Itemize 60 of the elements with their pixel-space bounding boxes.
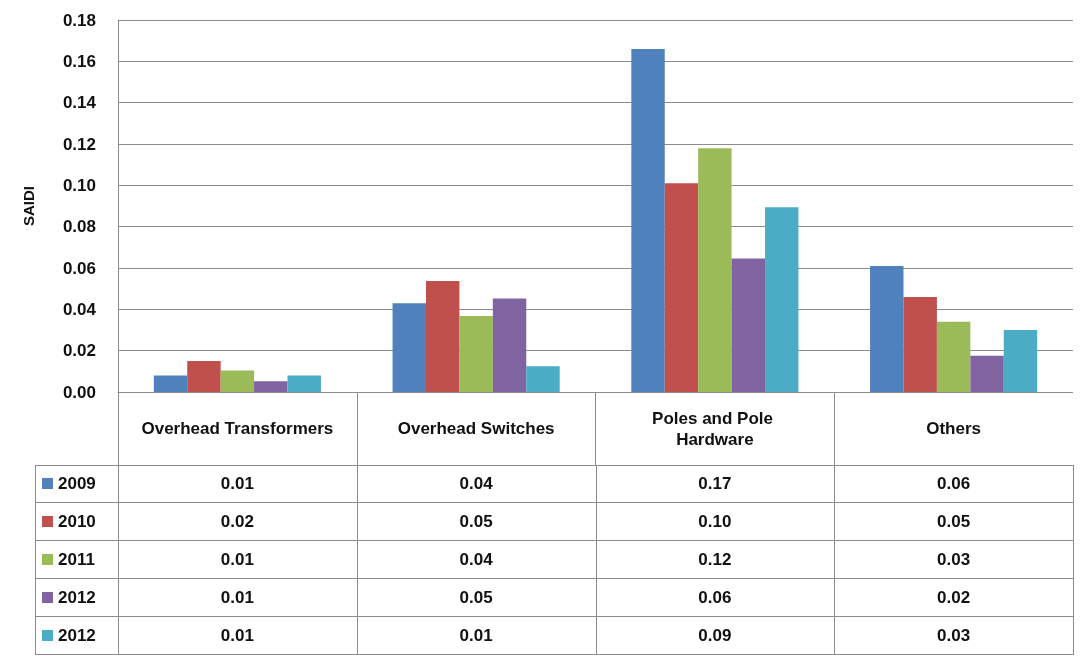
data-label: 0.05 (459, 587, 493, 608)
y-tick-label: 0.00 (62, 382, 96, 402)
legend-label: 2012 (58, 587, 96, 608)
bar (664, 183, 699, 392)
y-tick-label: 0.04 (62, 299, 97, 319)
bar (631, 48, 665, 392)
data-label: 0.03 (937, 549, 971, 570)
data-label: 0.05 (937, 511, 971, 532)
bar (526, 366, 560, 392)
data-label: 0.06 (698, 587, 732, 608)
legend-label: 2012 (58, 625, 96, 646)
bar (870, 265, 904, 392)
bar (936, 321, 971, 392)
data-label: 0.01 (220, 473, 254, 494)
data-label: 0.10 (698, 511, 732, 532)
bar (220, 370, 255, 392)
data-label: 0.05 (459, 511, 493, 532)
y-tick-label: 0.18 (62, 10, 96, 30)
bar (187, 361, 221, 392)
y-tick-label: 0.16 (62, 51, 96, 71)
bar (425, 281, 460, 392)
data-label: 0.02 (937, 587, 971, 608)
data-label: 0.01 (220, 625, 254, 646)
bar (731, 258, 766, 392)
y-axis-title: SAIDI (20, 185, 37, 227)
bar (254, 381, 288, 392)
data-label: 0.02 (220, 511, 254, 532)
x-tick-label: Others (926, 419, 982, 438)
data-label: 0.04 (459, 549, 493, 570)
data-label: 0.01 (220, 549, 254, 570)
legend-label: 2011 (58, 549, 95, 570)
x-tick-label: Overhead Transformers (141, 419, 334, 438)
data-label: 0.04 (459, 473, 493, 494)
y-tick-label: 0.02 (62, 341, 96, 361)
data-label: 0.03 (937, 625, 971, 646)
bar (287, 375, 321, 392)
bar (970, 355, 1004, 392)
data-label: 0.01 (220, 587, 254, 608)
data-label: 0.01 (459, 625, 493, 646)
data-label: 0.12 (698, 549, 732, 570)
y-tick-label: 0.10 (62, 175, 96, 195)
data-label: 0.09 (698, 625, 732, 646)
bar (492, 298, 527, 392)
bar (903, 296, 937, 392)
legend-label: 2010 (58, 511, 96, 532)
bar (392, 303, 426, 392)
bar (698, 148, 732, 392)
y-tick-label: 0.06 (62, 258, 96, 278)
y-tick-label: 0.12 (62, 134, 96, 154)
x-tick-label: Overhead Switches (397, 419, 555, 438)
data-label: 0.06 (937, 473, 971, 494)
bar (1003, 330, 1038, 392)
legend-label: 2009 (58, 473, 96, 494)
data-label: 0.17 (698, 473, 732, 494)
bar (459, 315, 493, 392)
bar (153, 375, 188, 392)
y-tick-label: 0.08 (62, 217, 96, 237)
bar (765, 207, 799, 392)
x-tick-label: Poles and Pole Hardware (652, 408, 778, 449)
y-tick-label: 0.14 (62, 93, 97, 113)
